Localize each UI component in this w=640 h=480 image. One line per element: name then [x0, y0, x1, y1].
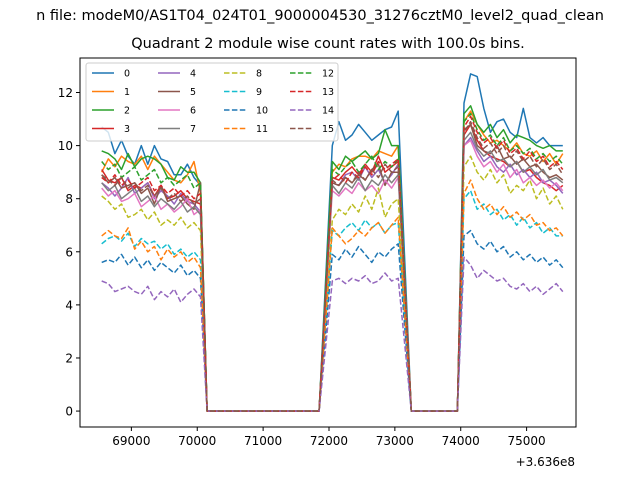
legend-label-9: 9	[256, 87, 262, 98]
x-tick-label: 75000	[508, 434, 546, 448]
y-tick-label: 8	[65, 192, 73, 206]
legend-label-10: 10	[256, 106, 268, 117]
legend-label-6: 6	[190, 106, 196, 117]
legend-label-11: 11	[256, 124, 268, 135]
legend-label-12: 12	[322, 69, 334, 80]
legend-label-13: 13	[322, 87, 334, 98]
y-tick-label: 10	[58, 139, 73, 153]
legend-label-14: 14	[322, 106, 334, 117]
x-tick-label: 69000	[112, 434, 150, 448]
legend-label-3: 3	[124, 124, 130, 135]
y-tick-label: 4	[65, 298, 73, 312]
figure-suptitle: n file: modeM0/AS1T04_024T01_9000004530_…	[36, 8, 604, 24]
plot-frame	[79, 57, 577, 428]
legend-label-15: 15	[322, 124, 334, 135]
series-line-11	[101, 179, 564, 412]
x-tick-label: 71000	[244, 434, 282, 448]
y-tick-label: 12	[58, 86, 73, 100]
legend-label-2: 2	[124, 106, 130, 117]
legend-label-7: 7	[190, 124, 196, 135]
series-line-15	[101, 120, 564, 412]
x-axis-offset-label: +3.636e8	[516, 455, 575, 469]
y-tick-label: 2	[65, 351, 73, 365]
legend-label-4: 4	[190, 69, 196, 80]
y-tick-label: 0	[65, 405, 73, 419]
series-line-10	[101, 229, 564, 412]
series-layer	[101, 73, 564, 412]
y-tick-label: 6	[65, 245, 73, 259]
axes-layer: 69000 70000 71000 72000 73000 74000 75000 0 2 4 6 8…	[58, 57, 577, 448]
x-tick-label: 72000	[310, 434, 348, 448]
legend-label-5: 5	[190, 87, 196, 98]
legend-label-0: 0	[124, 69, 130, 80]
series-line-2	[101, 105, 563, 412]
series-line-14	[101, 256, 564, 412]
legend-label-1: 1	[124, 87, 130, 98]
x-tick-label: 70000	[178, 434, 216, 448]
legend-label-8: 8	[256, 69, 262, 80]
x-tick-label: 73000	[376, 434, 414, 448]
legend-box	[85, 62, 339, 142]
series-line-12	[101, 112, 564, 412]
series-line-8	[101, 155, 564, 412]
x-tick-label: 74000	[442, 434, 480, 448]
chart-title: Quadrant 2 module wise count rates with …	[131, 36, 525, 52]
series-line-9	[101, 189, 563, 412]
